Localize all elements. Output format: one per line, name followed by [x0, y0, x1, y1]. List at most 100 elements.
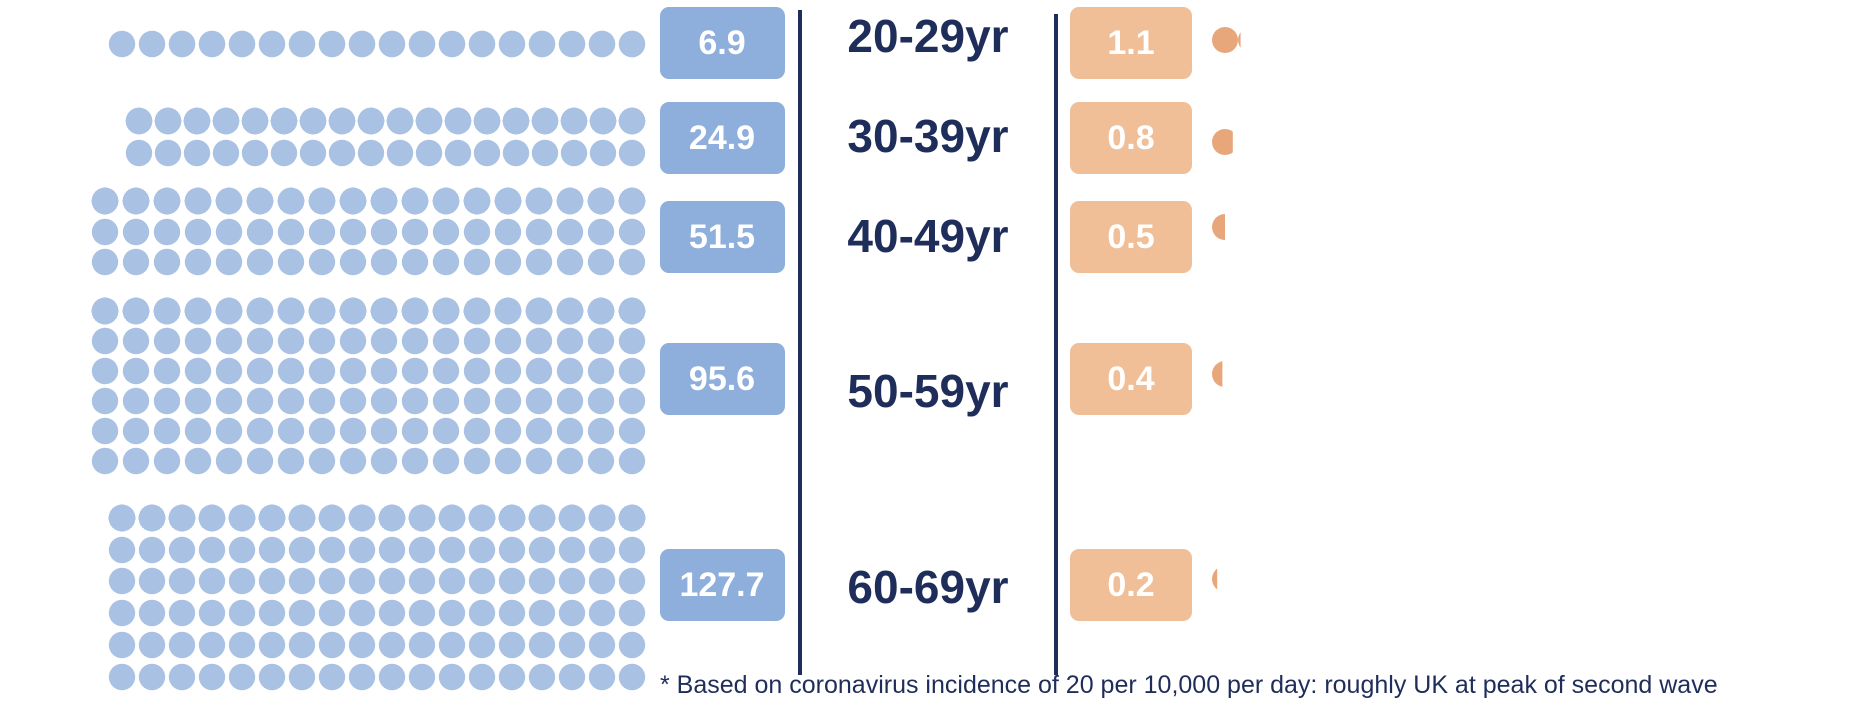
left-dot [463, 218, 491, 246]
left-dot [438, 663, 466, 691]
left-dot [432, 357, 460, 385]
left-dot [498, 536, 526, 564]
right-value-box [1070, 549, 1192, 621]
left-dot [308, 447, 336, 475]
left-dot [308, 248, 336, 276]
left-dot [258, 599, 286, 627]
left-dot [589, 107, 617, 135]
left-dot [556, 417, 584, 445]
left-value-box [660, 549, 785, 621]
right-dot-group-40-49yr [1212, 214, 1225, 240]
age-label: 50-59yr [847, 365, 1008, 417]
left-dot [308, 327, 336, 355]
left-dot [277, 387, 305, 415]
age-labels: 20-29yr 30-39yr 40-49yr 50-59yr 60-69yr [847, 10, 1008, 613]
left-dot [498, 30, 526, 58]
left-dot [408, 663, 436, 691]
left-dot [228, 663, 256, 691]
left-dot [432, 218, 460, 246]
left-dot [556, 297, 584, 325]
left-dot [463, 297, 491, 325]
left-dot [258, 663, 286, 691]
left-dot [556, 218, 584, 246]
left-dot [228, 504, 256, 532]
left-dot [108, 536, 136, 564]
left-dot [215, 187, 243, 215]
left-dot [494, 447, 522, 475]
left-dot [339, 297, 367, 325]
left-dot [246, 357, 274, 385]
left-dot [258, 567, 286, 595]
left-dot [138, 599, 166, 627]
left-value-text: 95.6 [689, 360, 755, 398]
left-dot [299, 139, 327, 167]
left-dot [215, 297, 243, 325]
left-dot [228, 631, 256, 659]
age-label: 20-29yr [847, 10, 1008, 62]
left-dot [183, 139, 211, 167]
left-dot [299, 107, 327, 135]
value-boxes: 6.9 1.1 24.9 0.8 51.5 0.5 95.6 0.4 127.7 0.2 [660, 7, 1192, 621]
left-dot [318, 663, 346, 691]
left-dot [246, 218, 274, 246]
left-dot [91, 387, 119, 415]
left-dot [153, 327, 181, 355]
left-dot [401, 357, 429, 385]
left-dot [215, 447, 243, 475]
left-dot [401, 218, 429, 246]
left-dot [308, 357, 336, 385]
left-dot [339, 327, 367, 355]
left-dot [198, 567, 226, 595]
left-dot [153, 417, 181, 445]
left-dot [370, 387, 398, 415]
left-dot [525, 297, 553, 325]
left-dot [444, 139, 472, 167]
age-label: 30-39yr [847, 110, 1008, 162]
left-dot [438, 504, 466, 532]
left-dot [91, 417, 119, 445]
left-dot [91, 218, 119, 246]
left-dot [494, 218, 522, 246]
left-dot [138, 567, 166, 595]
left-dot [153, 387, 181, 415]
left-dot [589, 139, 617, 167]
left-dot [348, 30, 376, 58]
left-dot [212, 139, 240, 167]
left-value-box [660, 343, 785, 415]
left-dot [560, 139, 588, 167]
left-dot [408, 504, 436, 532]
left-dot [168, 631, 196, 659]
left-dot [525, 248, 553, 276]
left-dot [618, 417, 646, 445]
left-dot [122, 357, 150, 385]
left-dot [415, 139, 443, 167]
left-dot [401, 327, 429, 355]
left-dot [288, 30, 316, 58]
left-dot [401, 417, 429, 445]
left-dot [184, 248, 212, 276]
left-dot [502, 139, 530, 167]
left-dot [587, 248, 615, 276]
left-dot [288, 536, 316, 564]
left-dot [108, 504, 136, 532]
left-dot [558, 567, 586, 595]
left-dot [618, 663, 646, 691]
left-dot [153, 297, 181, 325]
left-dot [246, 327, 274, 355]
right-dot [1212, 27, 1238, 53]
left-dot [618, 631, 646, 659]
left-dot [91, 187, 119, 215]
left-dot [408, 567, 436, 595]
left-dot [473, 107, 501, 135]
left-dot [528, 536, 556, 564]
left-dot [587, 187, 615, 215]
left-dot [463, 417, 491, 445]
left-dot [401, 387, 429, 415]
left-dot [277, 187, 305, 215]
left-dot [246, 447, 274, 475]
left-dot [91, 327, 119, 355]
left-dot [528, 663, 556, 691]
left-dot [198, 631, 226, 659]
left-dot [125, 139, 153, 167]
right-value-text: 0.4 [1107, 360, 1154, 398]
